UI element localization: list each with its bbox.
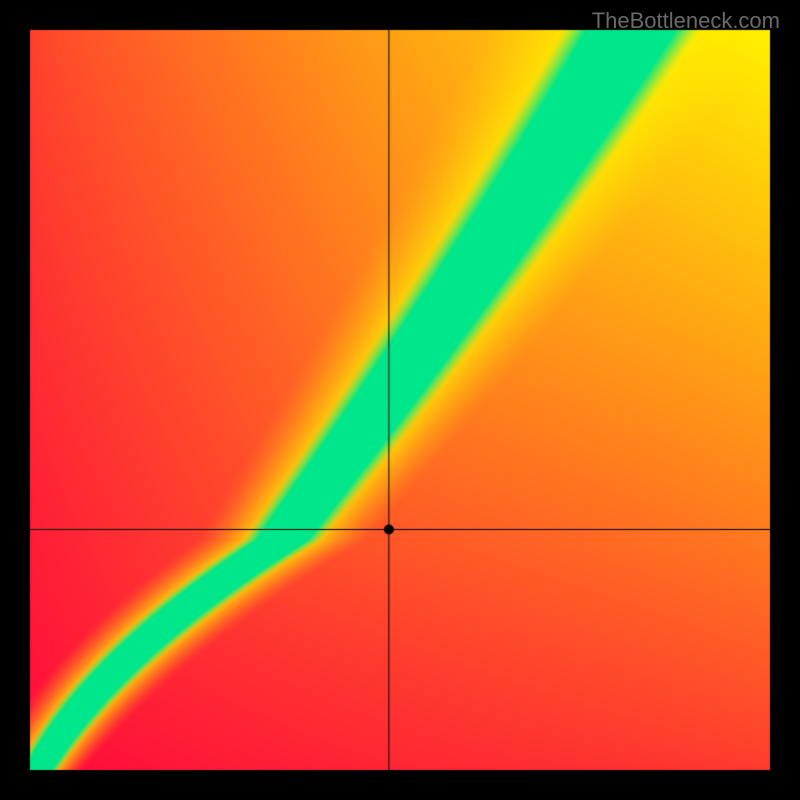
bottleneck-heatmap-canvas bbox=[0, 0, 800, 800]
chart-stage: TheBottleneck.com bbox=[0, 0, 800, 800]
watermark-text: TheBottleneck.com bbox=[592, 8, 780, 34]
